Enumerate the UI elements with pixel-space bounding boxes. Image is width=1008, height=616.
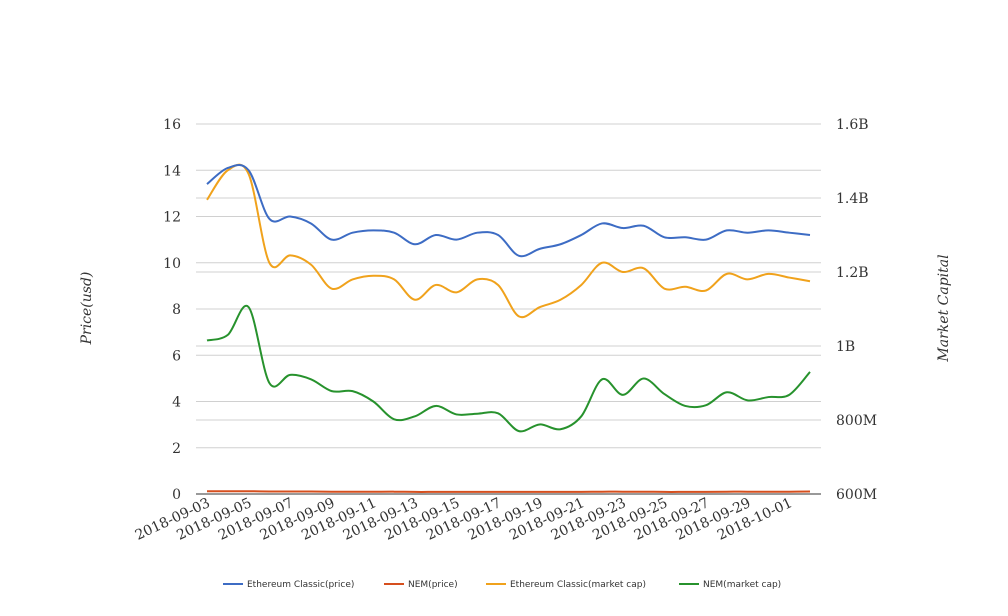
legend-label: NEM(price) [408, 580, 458, 590]
series-lines [206, 163, 811, 493]
y-right-axis-title: Market Capital [936, 254, 952, 362]
y-left-tick-label: 6 [172, 348, 181, 364]
y-left-axis-title: Price(usd) [79, 272, 95, 346]
axes: 0246810121416600M800M1B1.2B1.4B1.6B2018-… [133, 117, 877, 544]
y-left-tick-label: 4 [172, 395, 181, 411]
y-right-tick-label: 600M [836, 487, 877, 503]
y-right-tick-label: 1.2B [836, 265, 869, 281]
y-left-tick-label: 10 [163, 256, 181, 272]
series-line-ethereum-classic-price [206, 164, 811, 258]
series-line-ethereum-classic-market-cap [206, 163, 811, 319]
y-left-tick-label: 16 [163, 117, 181, 133]
series-line-nem-market-cap [206, 304, 811, 433]
y-left-tick-label: 0 [172, 487, 181, 503]
y-left-tick-label: 14 [163, 163, 181, 179]
y-left-tick-label: 8 [172, 302, 181, 318]
gridlines [196, 123, 821, 449]
y-right-tick-label: 1.4B [836, 191, 869, 207]
y-right-tick-label: 800M [836, 413, 877, 429]
legend-label: Ethereum Classic(price) [247, 580, 354, 590]
y-right-tick-label: 1.6B [836, 117, 869, 133]
legend-label: NEM(market cap) [703, 580, 781, 590]
legend: Ethereum Classic(price) NEM(price) Ethereu… [223, 580, 781, 590]
series-line-nem-price [207, 490, 811, 493]
y-left-tick-label: 12 [163, 210, 181, 226]
legend-label: Ethereum Classic(market cap) [510, 580, 646, 590]
y-right-tick-label: 1B [836, 339, 855, 355]
y-left-tick-label: 2 [172, 441, 181, 457]
